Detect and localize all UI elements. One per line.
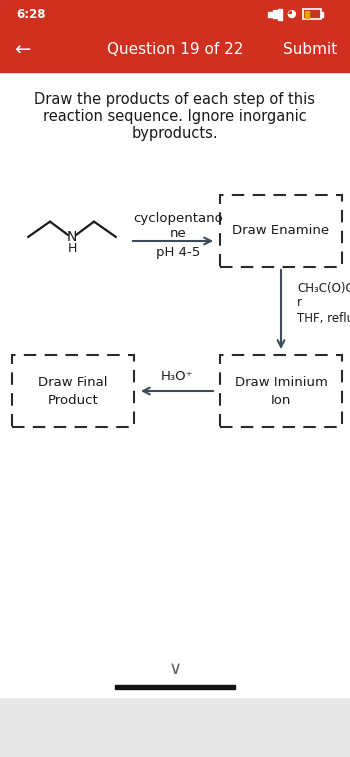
Text: H: H: [67, 242, 77, 256]
Bar: [0, 28, 350, 72]
Text: Draw Enamine: Draw Enamine: [232, 225, 330, 238]
Text: Draw Final
Product: Draw Final Product: [38, 375, 108, 407]
Bar: [0, 72, 350, 697]
Bar: [0, 0, 350, 28]
Bar: [273, 10, 276, 18]
Text: reaction sequence. Ignore inorganic: reaction sequence. Ignore inorganic: [43, 109, 307, 124]
Text: Question 19 of 22: Question 19 of 22: [107, 42, 243, 58]
Text: ←: ←: [14, 41, 30, 60]
Text: r: r: [297, 296, 302, 309]
Bar: [268, 11, 272, 17]
Bar: [115, 685, 235, 689]
Text: ◕: ◕: [286, 9, 296, 19]
Text: CH₃C(O)CH₂B: CH₃C(O)CH₂B: [297, 282, 350, 295]
Text: pH 4-5: pH 4-5: [156, 246, 200, 259]
Text: byproducts.: byproducts.: [132, 126, 218, 141]
Bar: [278, 8, 281, 20]
Text: N: N: [67, 230, 77, 244]
Text: THF, reflux: THF, reflux: [297, 312, 350, 325]
Text: ne: ne: [170, 227, 186, 240]
Bar: [304, 11, 308, 17]
Text: Draw Iminium
Ion: Draw Iminium Ion: [234, 375, 328, 407]
Text: Draw the products of each step of this: Draw the products of each step of this: [35, 92, 315, 107]
Text: cyclopentano: cyclopentano: [133, 212, 223, 225]
Text: Submit: Submit: [283, 42, 337, 58]
Text: H₃O⁺: H₃O⁺: [161, 370, 193, 383]
Bar: [321, 11, 323, 17]
Text: ∨: ∨: [168, 660, 182, 678]
Bar: [0, 697, 350, 757]
Text: 6:28: 6:28: [16, 8, 46, 20]
